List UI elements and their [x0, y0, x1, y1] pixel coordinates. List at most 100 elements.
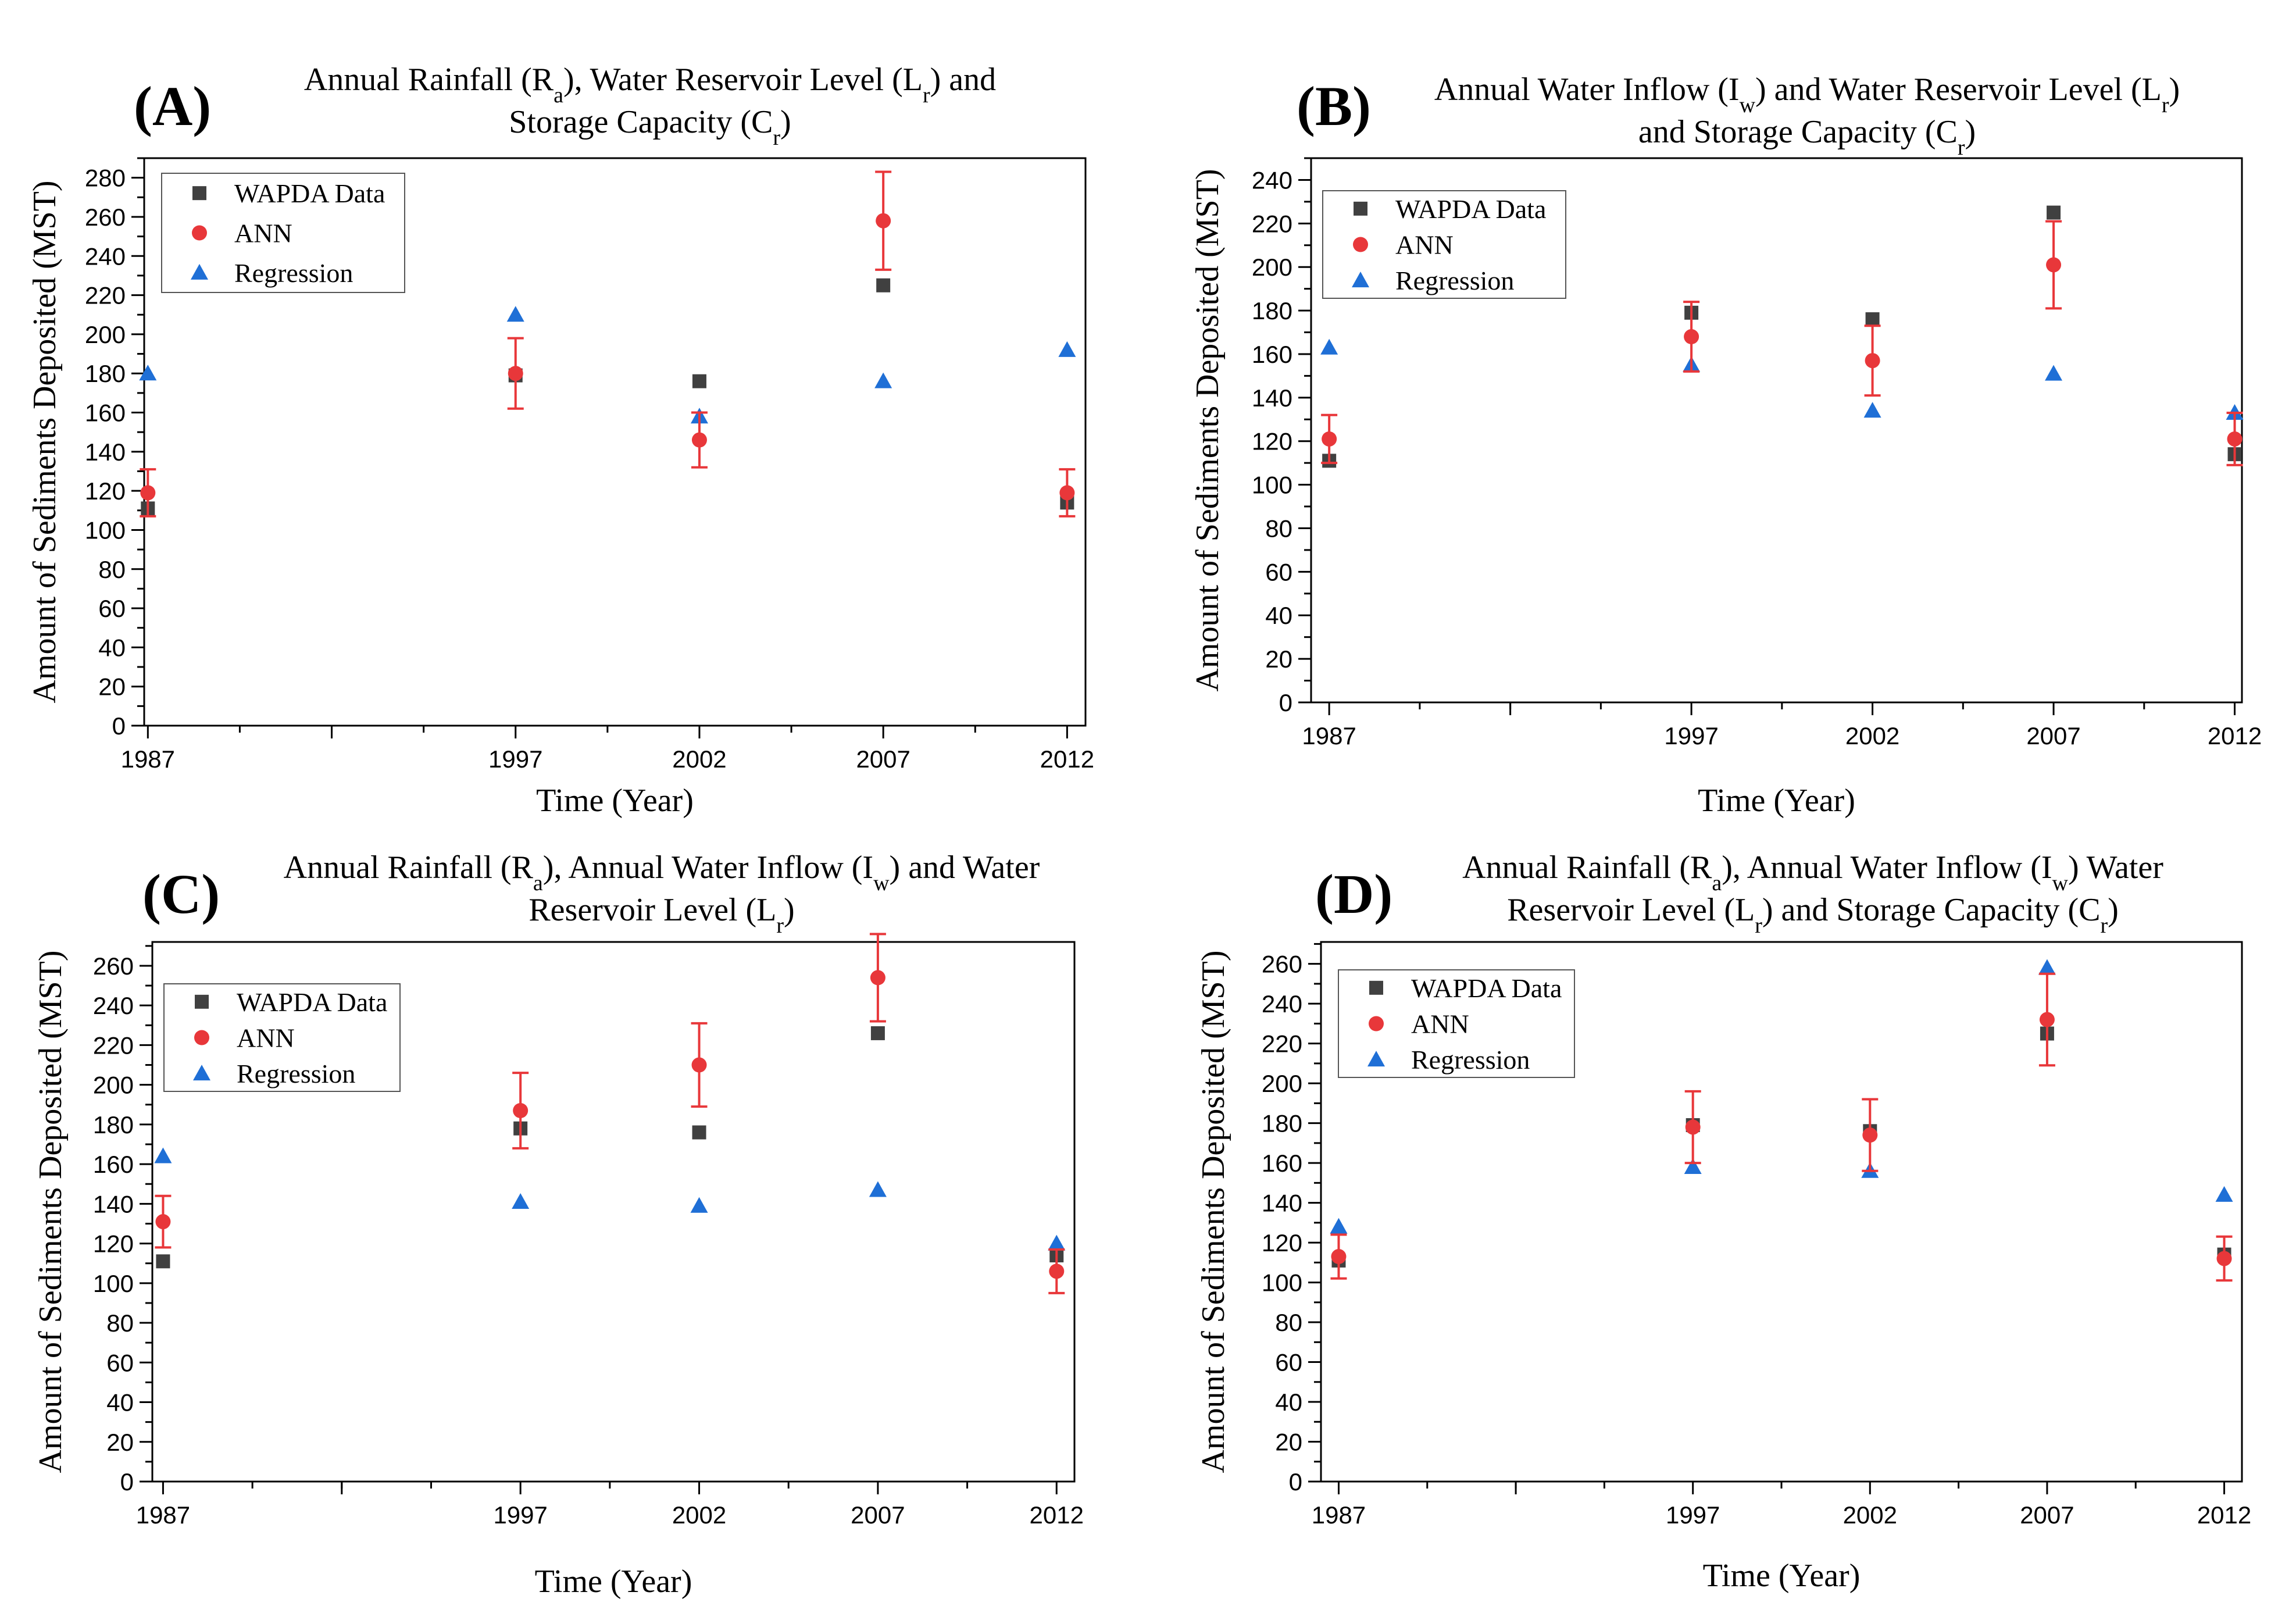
title-subscript: r: [923, 83, 930, 108]
legend-marker: [194, 1030, 209, 1045]
y-tick-label: 80: [106, 1309, 134, 1337]
title-subscript: w: [2052, 871, 2069, 895]
y-tick-label: 80: [1275, 1309, 1302, 1336]
y-tick-label: 60: [98, 595, 126, 622]
x-tick-label: 1997: [493, 1501, 547, 1529]
legend-marker: [1354, 201, 1367, 216]
legend-marker: [1369, 980, 1383, 995]
x-tick-label: 2002: [1845, 722, 1899, 749]
legend: WAPDA Data ANN Regression: [161, 173, 405, 293]
regression-point: [139, 365, 157, 381]
y-tick-label: 0: [112, 712, 126, 740]
panel-letter: (B): [1297, 75, 1371, 137]
title-segment: ), Annual Water Inflow (I: [1722, 850, 2052, 886]
regression-point: [869, 1181, 887, 1197]
y-tick-label: 100: [1262, 1269, 1302, 1297]
chart-title-line-2: and Storage Capacity (Cr): [1638, 114, 1976, 160]
y-tick-label: 120: [93, 1230, 134, 1258]
title-segment: ): [784, 892, 795, 928]
y-tick-label: 160: [1262, 1150, 1302, 1177]
y-axis-label: Amount of Sediments Deposited (MST): [1190, 169, 1226, 691]
title-segment: ), Annual Water Inflow (I: [543, 850, 873, 886]
x-tick-label: 2007: [2020, 1501, 2074, 1529]
legend-label: Regression: [237, 1059, 355, 1088]
ann-point: [155, 1214, 171, 1230]
legend-label: ANN: [1411, 1009, 1469, 1039]
legend-label: Regression: [234, 258, 353, 288]
legend-label: ANN: [237, 1023, 295, 1053]
x-tick-label: 2002: [1843, 1501, 1897, 1529]
chart-title-line-1: Annual Water Inflow (Iw) and Water Reser…: [1434, 72, 2180, 117]
wapda-data-point: [1865, 312, 1880, 327]
title-segment: ): [2169, 72, 2180, 108]
panel-letter: (C): [142, 863, 220, 925]
title-segment: ): [780, 104, 791, 140]
legend-label: ANN: [1395, 230, 1454, 260]
y-tick-label: 120: [85, 477, 126, 505]
legend-marker: [1369, 1016, 1384, 1031]
ann-point: [508, 366, 523, 381]
x-tick-label: 2012: [1030, 1501, 1084, 1529]
y-tick-label: 260: [93, 952, 134, 980]
y-tick-label: 100: [85, 516, 126, 544]
y-tick-label: 60: [1275, 1349, 1302, 1376]
title-subscript: r: [2101, 913, 2108, 938]
regression-point: [690, 1197, 708, 1213]
title-subscript: w: [1740, 93, 1756, 117]
y-tick-label: 200: [1252, 254, 1292, 281]
legend-label: WAPDA Data: [234, 179, 385, 208]
regression-point: [1863, 402, 1881, 418]
title-segment: Annual Rainfall (R: [284, 850, 534, 886]
legend-marker: [192, 186, 206, 201]
x-tick-label: 2007: [2026, 722, 2080, 749]
ann-point: [1322, 431, 1337, 447]
legend-label: ANN: [234, 219, 292, 248]
title-subscript: a: [1712, 871, 1722, 895]
y-tick-label: 140: [1252, 384, 1292, 412]
ann-point: [2046, 257, 2062, 273]
title-segment: Annual Rainfall (R: [1462, 850, 1712, 886]
y-tick-label: 40: [1265, 602, 1292, 629]
regression-point: [2215, 1186, 2233, 1202]
regression-point: [1684, 1158, 1702, 1174]
legend-marker: [1352, 272, 1369, 288]
chart-title-line-2: Reservoir Level (Lr) and Storage Capacit…: [1507, 892, 2119, 938]
ann-point: [2216, 1251, 2232, 1266]
title-subscript: r: [773, 126, 780, 150]
chart-title-line-2: Storage Capacity (Cr): [509, 104, 791, 150]
regression-point: [1058, 341, 1076, 357]
title-segment: ), Water Reservoir Level (L: [563, 62, 923, 98]
y-tick-label: 220: [1252, 210, 1292, 237]
wapda-data-point: [156, 1254, 170, 1269]
panel-letter: (A): [134, 75, 211, 137]
y-tick-label: 60: [1265, 558, 1292, 586]
x-axis-label: Time (Year): [1698, 783, 1855, 819]
x-axis-label: Time (Year): [536, 783, 694, 819]
y-tick-label: 240: [1262, 990, 1302, 1018]
x-tick-label: 1987: [1312, 1501, 1366, 1529]
plot-area: [151, 941, 1076, 1483]
y-tick-label: 40: [1275, 1389, 1302, 1416]
regression-point: [512, 1193, 530, 1209]
panel-letter: (D): [1315, 863, 1392, 925]
legend-marker: [191, 263, 208, 280]
y-tick-label: 140: [93, 1190, 134, 1218]
chart-title-line-1: Annual Rainfall (Ra), Water Reservoir Le…: [304, 62, 996, 108]
title-subscript: r: [1755, 913, 1762, 938]
title-segment: Reservoir Level (L: [529, 892, 776, 928]
y-tick-label: 220: [85, 282, 126, 309]
plot-area: [143, 157, 1087, 727]
ann-point: [1862, 1127, 1878, 1143]
ann-point: [691, 432, 707, 448]
y-axis-label: Amount of Sediments Deposited (MST): [33, 950, 69, 1473]
y-tick-label: 20: [106, 1429, 134, 1456]
title-subscript: r: [776, 913, 784, 938]
y-tick-label: 200: [85, 321, 126, 348]
legend: WAPDA Data ANN Regression: [1338, 969, 1575, 1078]
x-axis-label: Time (Year): [535, 1564, 692, 1600]
ann-point: [1685, 1119, 1701, 1135]
title-segment: ) and Water: [890, 850, 1040, 886]
regression-point: [1048, 1234, 1066, 1251]
y-tick-label: 160: [1252, 341, 1292, 368]
y-tick-label: 100: [1252, 472, 1292, 499]
